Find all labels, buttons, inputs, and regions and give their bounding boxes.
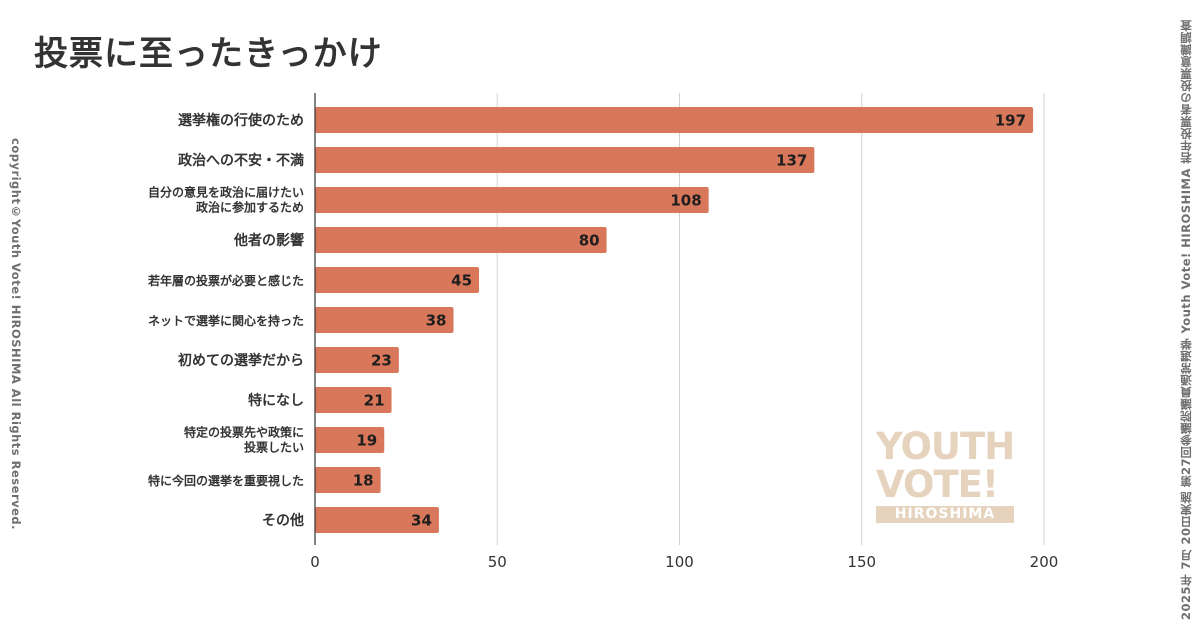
category-label: 自分の意見を政治に届けたい <box>148 185 304 200</box>
category-label: 政治に参加するため <box>196 200 304 215</box>
bar-value-label: 137 <box>776 152 807 170</box>
youth-vote-logo: YOUTH VOTE! HIROSHIMA <box>876 425 1015 523</box>
category-label: 政治への不安・不満 <box>178 152 304 169</box>
x-tick-label: 200 <box>1030 553 1059 571</box>
category-label: 初めての選挙だから <box>178 352 304 369</box>
bar-value-label: 108 <box>670 192 701 210</box>
bar <box>315 467 381 493</box>
category-label: ネットで選挙に関心を持った <box>148 313 304 328</box>
logo-line-youth: YOUTH <box>876 425 1015 468</box>
category-label: 特になし <box>248 392 304 409</box>
copyright-text: copyright©Youth Vote! HIROSHIMA All Righ… <box>9 138 23 531</box>
bar <box>315 267 480 293</box>
bar <box>315 507 439 533</box>
bar <box>315 387 392 413</box>
x-tick-label: 0 <box>310 553 320 571</box>
category-label: その他 <box>262 512 304 529</box>
bar <box>315 307 454 333</box>
bar-value-label: 18 <box>353 472 374 490</box>
category-label: 特定の投票先や政策に <box>184 425 304 440</box>
bar-value-label: 34 <box>411 512 432 530</box>
x-tick-label: 150 <box>847 553 876 571</box>
bar <box>315 187 709 213</box>
bar <box>315 107 1034 133</box>
category-label: 投票したい <box>244 440 304 455</box>
bar-value-label: 45 <box>451 272 472 290</box>
bar-value-label: 23 <box>371 352 392 370</box>
bar <box>315 147 815 173</box>
survey-caption: 2025年 7月 20日実施 第27回参議院議員通常選挙 Youth Vote!… <box>1179 19 1193 620</box>
bar <box>315 227 607 253</box>
logo-line-vote: VOTE! <box>876 463 999 506</box>
bar <box>315 427 385 453</box>
category-label: 選挙権の行使のため <box>178 112 304 129</box>
logo-line-hiroshima: HIROSHIMA <box>876 506 1014 523</box>
bar-value-label: 21 <box>364 392 385 410</box>
bar <box>315 347 399 373</box>
bar-value-label: 197 <box>995 112 1026 130</box>
x-tick-label: 50 <box>488 553 507 571</box>
bar-value-label: 80 <box>579 232 600 250</box>
category-label: 特に今回の選挙を重要視した <box>148 473 304 488</box>
bar-value-label: 38 <box>426 312 447 330</box>
chart-title: 投票に至ったきっかけ <box>34 34 383 74</box>
bar-value-label: 19 <box>356 432 377 450</box>
category-label: 若年層の投票が必要と感じた <box>147 273 304 288</box>
x-tick-label: 100 <box>665 553 694 571</box>
category-label: 他者の影響 <box>233 232 304 249</box>
